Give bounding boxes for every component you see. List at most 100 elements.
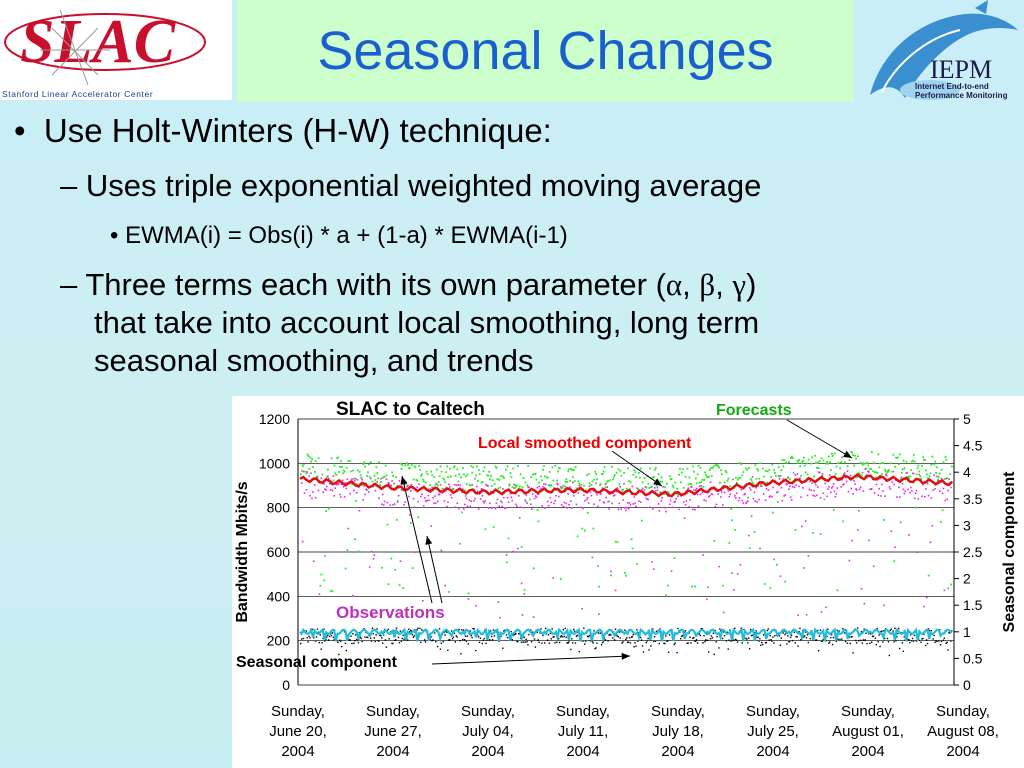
observation-point: [791, 485, 794, 488]
forecast-point: [347, 460, 350, 463]
observation-point: [807, 555, 810, 557]
forecast-point: [588, 482, 591, 485]
forecast-point: [558, 467, 561, 470]
raw-point: [855, 639, 857, 642]
forecast-point: [653, 468, 656, 471]
raw-point: [629, 642, 632, 644]
forecast-point: [645, 486, 648, 489]
forecast-point: [681, 468, 684, 471]
raw-point: [444, 634, 446, 636]
observation-point: [640, 489, 643, 491]
forecast-point: [707, 476, 709, 478]
observation-point: [834, 495, 837, 498]
observation-point: [509, 492, 512, 495]
raw-point: [506, 636, 509, 639]
observation-point: [517, 494, 520, 497]
forecast-point: [709, 467, 712, 470]
observation-point: [824, 482, 826, 485]
forecast-point: [302, 463, 305, 466]
observation-point: [364, 493, 366, 496]
observation-point: [645, 497, 648, 500]
forecast-point: [404, 464, 407, 467]
observation-point: [784, 494, 786, 496]
observation-point: [471, 484, 473, 486]
forecast-point: [731, 519, 734, 522]
raw-point: [735, 639, 738, 642]
observation-point: [619, 485, 622, 488]
observation-point: [524, 499, 527, 501]
forecast-point: [715, 463, 718, 466]
observation-point: [867, 470, 869, 472]
observation-point: [611, 502, 613, 505]
observation-point: [302, 470, 305, 473]
forecast-point: [487, 474, 490, 477]
forecast-point: [406, 462, 408, 465]
observation-point: [718, 565, 720, 568]
observation-point: [566, 506, 568, 509]
forecast-point: [496, 478, 499, 480]
raw-point: [640, 639, 643, 641]
raw-point: [771, 640, 773, 642]
forecast-point: [561, 485, 564, 488]
raw-point: [686, 642, 688, 645]
observation-point: [608, 508, 610, 510]
forecast-point: [571, 469, 573, 471]
raw-point: [544, 627, 547, 630]
annotation-observations: Observations: [336, 603, 445, 622]
observation-point: [789, 485, 791, 488]
forecast-point: [394, 568, 396, 571]
forecast-point: [448, 591, 450, 593]
raw-point: [666, 640, 668, 642]
observation-point: [707, 496, 710, 498]
observation-point: [947, 489, 949, 492]
forecast-point: [505, 561, 508, 564]
observation-point: [652, 508, 654, 510]
forecast-point: [851, 451, 854, 454]
forecast-point: [796, 459, 799, 462]
raw-point: [592, 642, 594, 644]
forecast-point: [537, 520, 540, 523]
raw-point: [884, 637, 886, 640]
forecast-point: [512, 467, 515, 470]
forecast-point: [666, 482, 668, 485]
forecast-point: [536, 509, 539, 511]
observation-point: [535, 496, 538, 499]
observation-point: [583, 494, 585, 497]
forecast-point: [601, 473, 604, 475]
forecast-point: [392, 474, 395, 477]
raw-point: [333, 638, 335, 641]
raw-point: [730, 640, 732, 642]
forecast-point: [810, 462, 813, 465]
observation-point: [309, 494, 311, 497]
observation-point: [370, 550, 373, 553]
forecast-point: [518, 485, 521, 488]
observation-point: [333, 495, 336, 497]
observation-point: [804, 520, 807, 522]
observation-point: [361, 479, 364, 481]
raw-point: [701, 628, 703, 630]
forecast-point: [714, 464, 717, 467]
observation-point: [569, 486, 571, 489]
raw-point: [601, 641, 604, 644]
forecast-point: [360, 477, 363, 480]
forecast-point: [614, 540, 617, 543]
forecast-point: [700, 481, 703, 483]
observation-point: [690, 486, 692, 488]
forecast-point: [522, 477, 525, 479]
observation-point: [707, 586, 709, 589]
raw-point: [709, 638, 712, 640]
forecast-point: [680, 471, 683, 474]
raw-point: [692, 637, 694, 639]
forecast-point: [517, 487, 520, 490]
forecast-point: [873, 471, 876, 473]
forecast-point: [336, 457, 339, 459]
forecast-point: [426, 473, 429, 476]
raw-point: [942, 639, 945, 641]
raw-point: [665, 635, 667, 637]
observation-point: [481, 494, 484, 497]
forecast-point: [312, 466, 314, 468]
observation-point: [753, 491, 756, 494]
forecast-point: [335, 474, 338, 476]
raw-point: [622, 641, 624, 643]
observation-point: [479, 498, 482, 500]
